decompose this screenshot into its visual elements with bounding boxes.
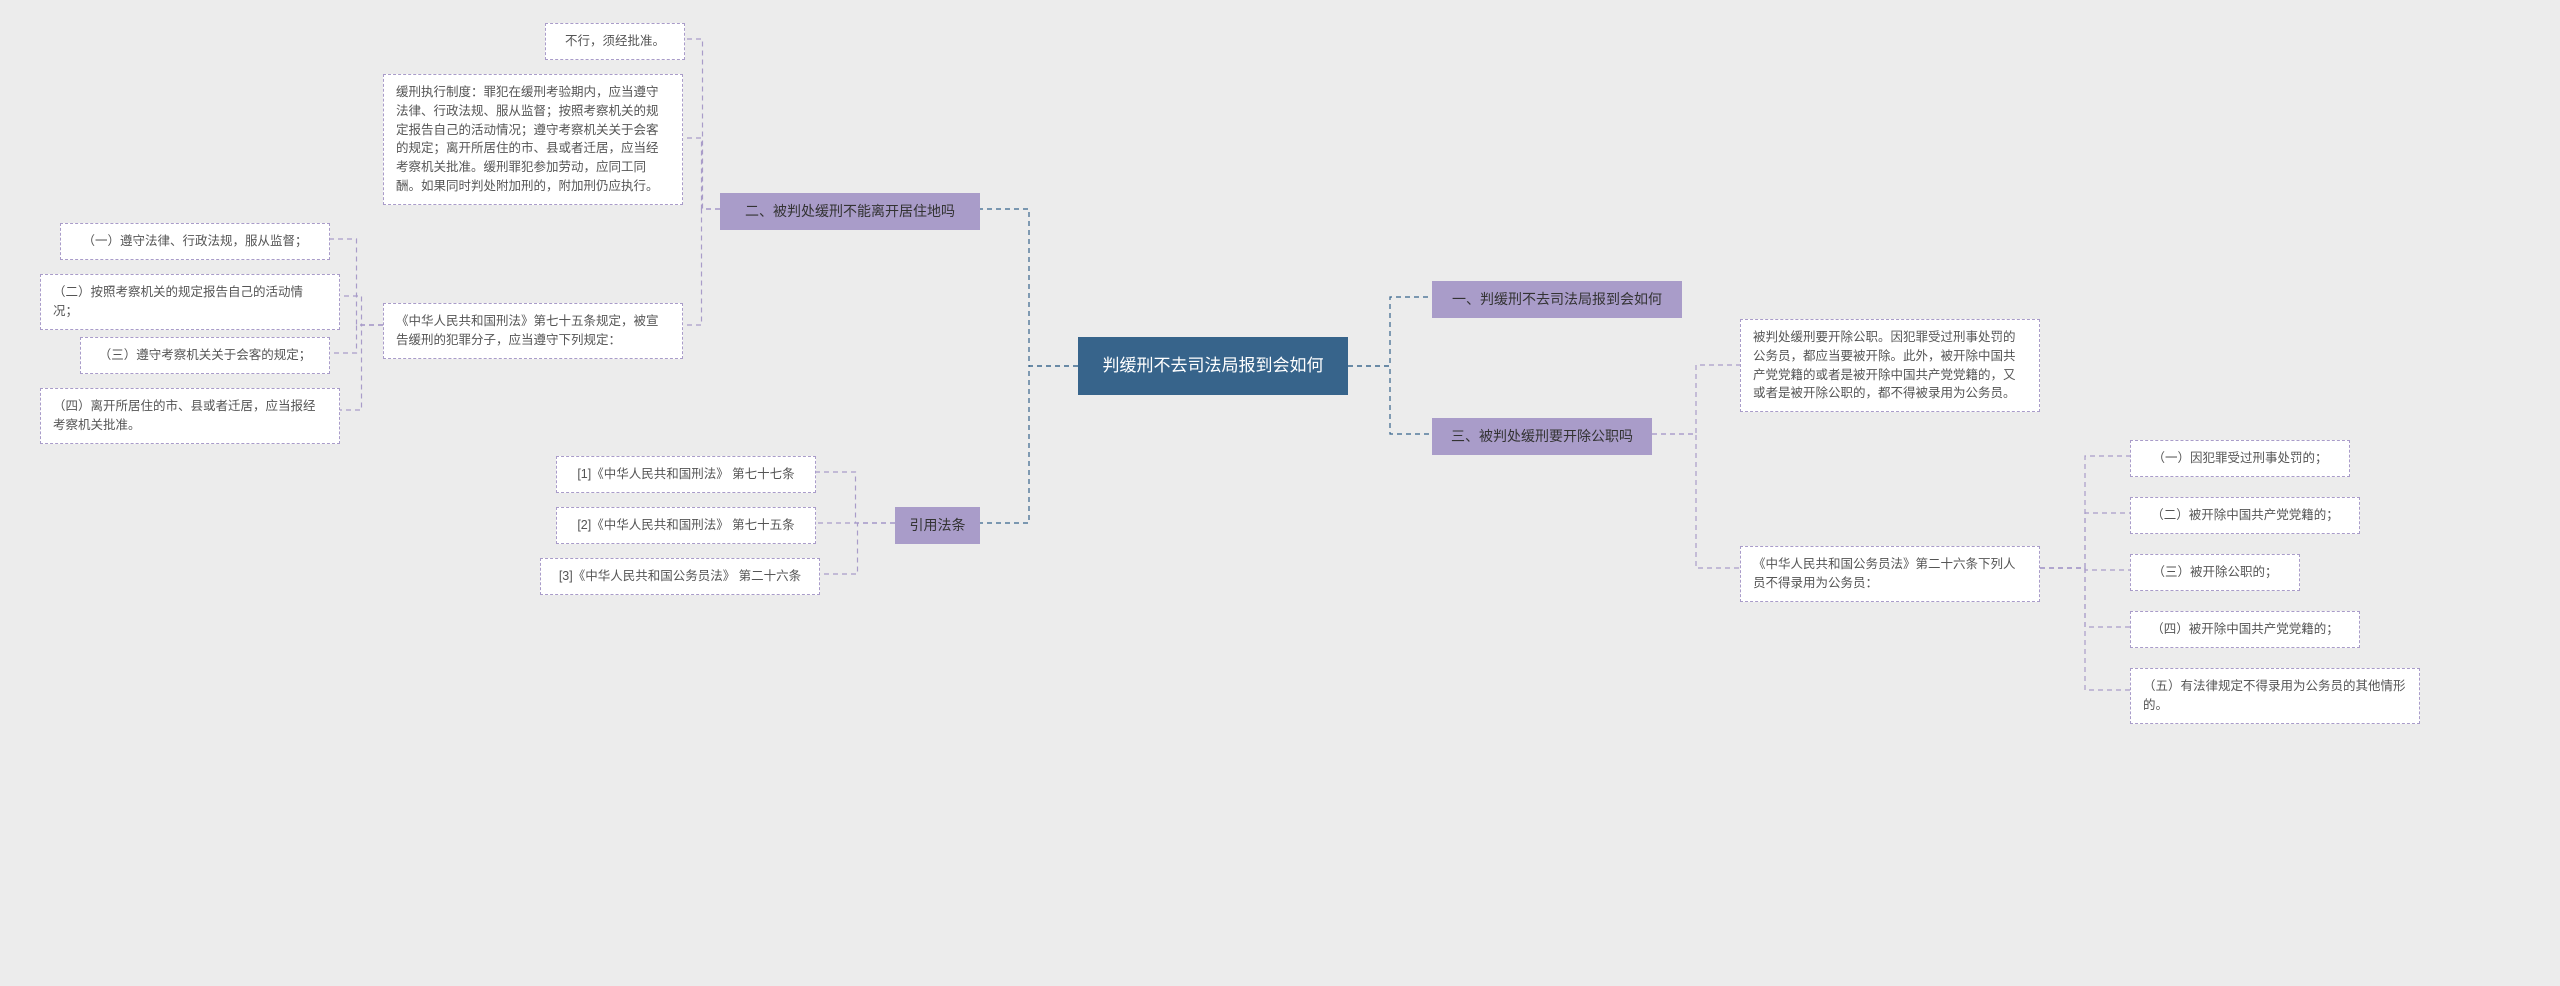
leaf-node[interactable]: （一）遵守法律、行政法规，服从监督； <box>60 223 330 260</box>
leaf-node[interactable]: （一）因犯罪受过刑事处罚的； <box>2130 440 2350 477</box>
leaf-node[interactable]: （三）遵守考察机关关于会客的规定； <box>80 337 330 374</box>
leaf-node[interactable]: 不行，须经批准。 <box>545 23 685 60</box>
branch-node[interactable]: 三、被判处缓刑要开除公职吗 <box>1432 418 1652 455</box>
leaf-node[interactable]: 缓刑执行制度：罪犯在缓刑考验期内，应当遵守法律、行政法规、服从监督；按照考察机关… <box>383 74 683 205</box>
branch-node[interactable]: 引用法条 <box>895 507 980 544</box>
branch-node[interactable]: 一、判缓刑不去司法局报到会如何 <box>1432 281 1682 318</box>
leaf-node[interactable]: （三）被开除公职的； <box>2130 554 2300 591</box>
leaf-node[interactable]: 《中华人民共和国公务员法》第二十六条下列人员不得录用为公务员： <box>1740 546 2040 602</box>
leaf-node[interactable]: （五）有法律规定不得录用为公务员的其他情形的。 <box>2130 668 2420 724</box>
leaf-node[interactable]: （二）按照考察机关的规定报告自己的活动情况； <box>40 274 340 330</box>
mindmap-canvas: 判缓刑不去司法局报到会如何 一、判缓刑不去司法局报到会如何三、被判处缓刑要开除公职… <box>0 0 2560 986</box>
leaf-node[interactable]: （二）被开除中国共产党党籍的； <box>2130 497 2360 534</box>
leaf-node[interactable]: （四）离开所居住的市、县或者迁居，应当报经考察机关批准。 <box>40 388 340 444</box>
leaf-node[interactable]: [3]《中华人民共和国公务员法》 第二十六条 <box>540 558 820 595</box>
leaf-node[interactable]: [1]《中华人民共和国刑法》 第七十七条 <box>556 456 816 493</box>
leaf-node[interactable]: [2]《中华人民共和国刑法》 第七十五条 <box>556 507 816 544</box>
branch-node[interactable]: 二、被判处缓刑不能离开居住地吗 <box>720 193 980 230</box>
leaf-node[interactable]: 《中华人民共和国刑法》第七十五条规定，被宣告缓刑的犯罪分子，应当遵守下列规定： <box>383 303 683 359</box>
leaf-node[interactable]: 被判处缓刑要开除公职。因犯罪受过刑事处罚的公务员，都应当要被开除。此外，被开除中… <box>1740 319 2040 412</box>
leaf-node[interactable]: （四）被开除中国共产党党籍的； <box>2130 611 2360 648</box>
mindmap-root[interactable]: 判缓刑不去司法局报到会如何 <box>1078 337 1348 395</box>
